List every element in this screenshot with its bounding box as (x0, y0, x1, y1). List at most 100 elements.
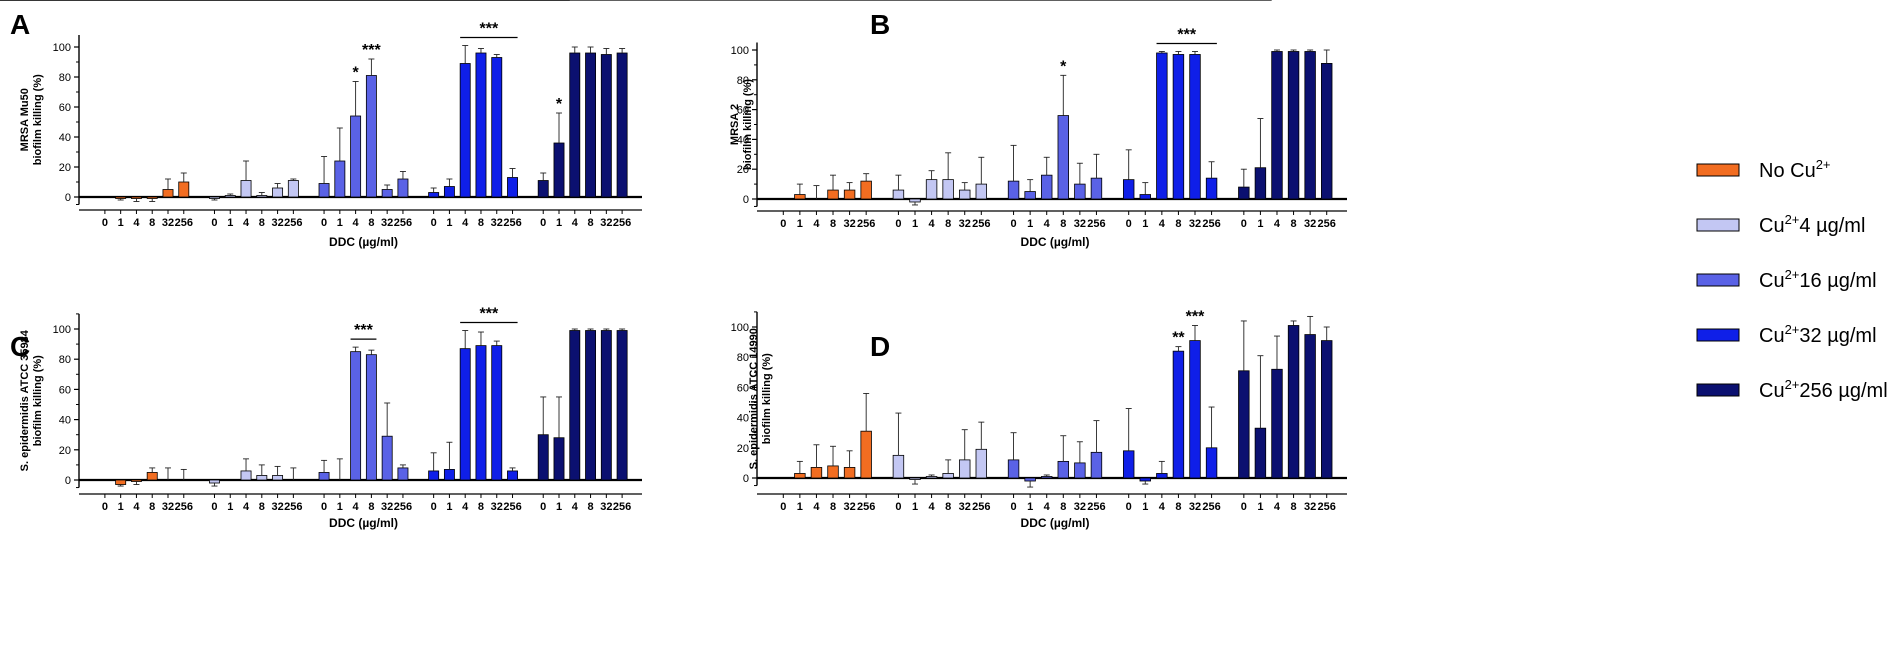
x-tick-label: 0 (1241, 218, 1247, 230)
x-tick-label: 32 (271, 217, 283, 229)
bar (1238, 370, 1250, 479)
bar (381, 189, 393, 198)
x-tick-label: 8 (1290, 218, 1296, 230)
bar (1024, 477, 1036, 482)
x-tick-label: 0 (211, 501, 217, 513)
bar (272, 475, 284, 481)
bar (975, 448, 988, 479)
x-tick-label: 1 (1142, 218, 1148, 230)
x-tick-label: 4 (572, 217, 579, 229)
y-axis-title-line2: biofilm killing (%) (761, 353, 773, 444)
x-tick-label: 0 (895, 218, 901, 230)
legend-swatch (1696, 163, 1740, 177)
significance-label: *** (480, 21, 499, 38)
bar (130, 196, 142, 199)
x-tick-label: 4 (813, 218, 820, 230)
x-tick-label: 32 (959, 501, 971, 513)
x-tick-label: 1 (1142, 501, 1148, 513)
bar (1156, 52, 1168, 200)
y-tick-label: 20 (59, 162, 71, 174)
bar (240, 180, 252, 198)
x-tick-label: 256 (284, 501, 302, 513)
bar (553, 437, 565, 481)
x-tick-label: 256 (175, 217, 193, 229)
bar (1238, 186, 1250, 200)
x-tick-label: 256 (1318, 501, 1336, 513)
x-tick-label: 0 (321, 217, 327, 229)
bar (569, 330, 581, 481)
x-tick-label: 0 (102, 501, 108, 513)
bar (1271, 368, 1283, 479)
bar (1172, 54, 1185, 200)
bar (794, 194, 806, 200)
bar (224, 195, 236, 198)
bar (585, 330, 597, 481)
x-tick-label: 4 (462, 217, 469, 229)
bar (272, 187, 284, 198)
x-tick-label: 1 (1257, 218, 1263, 230)
x-tick-label: 256 (1087, 501, 1105, 513)
y-tick-label: 20 (737, 164, 749, 176)
legend-swatch (1696, 383, 1740, 397)
x-tick-label: 1 (337, 501, 343, 513)
x-tick-label: 1 (227, 501, 233, 513)
legend-item: Cu2+32 µg/ml (1696, 322, 1877, 347)
x-tick-label: 4 (353, 501, 360, 513)
legend-label: No Cu2+ (1759, 157, 1831, 182)
x-tick-label: 8 (1290, 501, 1296, 513)
bar (256, 475, 268, 481)
legend-swatch (1696, 273, 1740, 287)
legend-label: Cu2+4 µg/ml (1759, 212, 1865, 237)
x-tick-label: 256 (394, 217, 412, 229)
x-tick-label: 8 (1175, 218, 1181, 230)
significance-label: *** (354, 322, 373, 339)
bar (600, 54, 612, 198)
bar (1287, 51, 1300, 200)
x-tick-label: 1 (912, 218, 918, 230)
bar (942, 473, 954, 479)
x-tick-label: 32 (271, 501, 283, 513)
bar (827, 189, 839, 200)
bar (1007, 180, 1020, 200)
bar (1321, 340, 1333, 479)
x-tick-label: 256 (503, 501, 521, 513)
significance-label: *** (0, 0, 10, 4)
x-tick-label: 4 (133, 501, 140, 513)
x-tick-label: 1 (118, 501, 124, 513)
bar (397, 178, 409, 198)
y-axis-title-line1: MRSA 2 (729, 104, 741, 145)
panel-letter-b: B (870, 9, 890, 40)
x-tick-label: 1 (227, 217, 233, 229)
bar (428, 470, 440, 481)
bar (1172, 350, 1185, 479)
bar (616, 52, 628, 198)
x-tick-label: 256 (857, 501, 875, 513)
y-axis-title-line2: biofilm killing (%) (32, 74, 44, 165)
bar (1189, 54, 1201, 200)
x-tick-label: 4 (353, 217, 360, 229)
bar (507, 177, 518, 198)
x-tick-label: 8 (587, 501, 593, 513)
x-tick-label: 8 (1060, 218, 1066, 230)
panel-letter-c: C (10, 331, 30, 362)
bar (1205, 447, 1218, 479)
bar (287, 180, 299, 198)
significance-label: *** (1186, 308, 1205, 325)
y-axis-title-line2: biofilm killing (%) (32, 355, 44, 446)
legend-label: Cu2+32 µg/ml (1759, 322, 1877, 347)
bar (843, 467, 856, 479)
bar (459, 348, 471, 481)
bar (178, 181, 190, 198)
x-tick-label: 8 (945, 218, 951, 230)
bar (507, 470, 518, 481)
bar (1189, 340, 1201, 479)
x-tick-label: 32 (381, 217, 393, 229)
bar (1304, 334, 1316, 479)
bar (909, 477, 921, 480)
bar (975, 183, 988, 200)
bar (130, 479, 142, 482)
legend-item: No Cu2+ (1696, 157, 1831, 182)
